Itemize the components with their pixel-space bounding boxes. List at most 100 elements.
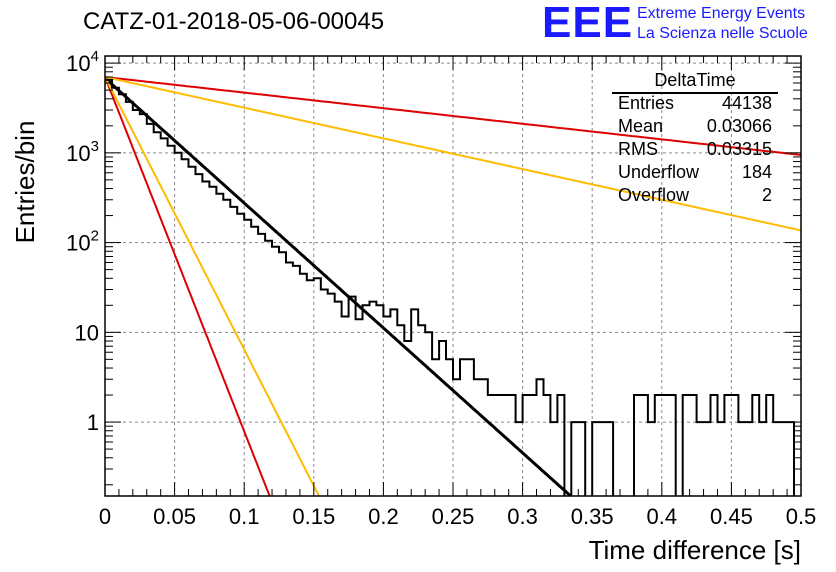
histogram-bin bbox=[418, 325, 425, 496]
histogram-bin bbox=[432, 359, 439, 496]
x-tick-label: 0.45 bbox=[710, 504, 753, 529]
fit-curve-2 bbox=[105, 76, 320, 496]
histogram-bin bbox=[404, 341, 411, 496]
stats-divider bbox=[612, 92, 778, 94]
stats-value: 184 bbox=[741, 162, 772, 182]
fit-curve-4 bbox=[105, 76, 801, 232]
eee-logo-mark: EEE bbox=[542, 0, 634, 47]
histogram-bin bbox=[780, 422, 787, 496]
stats-value: 0.03066 bbox=[706, 116, 772, 136]
histogram-bin bbox=[195, 174, 202, 496]
histogram-bin bbox=[571, 422, 578, 496]
histogram-bin bbox=[543, 395, 550, 496]
eee-logo-subtitle: La Scienza nelle Scuole bbox=[637, 25, 808, 42]
x-tick-label: 0.3 bbox=[507, 504, 538, 529]
histogram-bin bbox=[258, 234, 265, 496]
histogram-bin bbox=[578, 422, 585, 496]
fit-curve-1 bbox=[105, 76, 271, 496]
fit-curve-0 bbox=[105, 77, 572, 496]
x-tick-label: 0.4 bbox=[647, 504, 678, 529]
histogram-bin bbox=[655, 395, 662, 496]
eee-logo: EEE Extreme Energy Events La Scienza nel… bbox=[540, 0, 836, 48]
histogram-bin bbox=[383, 317, 390, 496]
histogram-bin bbox=[314, 278, 321, 496]
histogram-bin bbox=[481, 379, 488, 496]
stats-key: RMS bbox=[618, 139, 658, 159]
histogram-bin bbox=[230, 207, 237, 496]
histogram-bin bbox=[182, 159, 189, 496]
histogram-bin bbox=[683, 395, 690, 496]
histogram-bin bbox=[731, 395, 738, 496]
stats-key: Entries bbox=[618, 93, 675, 113]
histogram-bin bbox=[787, 422, 794, 496]
stats-value: 44138 bbox=[721, 93, 772, 113]
histogram-bin bbox=[724, 395, 731, 496]
stats-key: Underflow bbox=[618, 162, 700, 182]
stats-title: DeltaTime bbox=[654, 70, 736, 90]
histogram-bin bbox=[209, 187, 216, 496]
histogram-bin bbox=[279, 252, 286, 496]
y-tick-label: 104 bbox=[66, 48, 99, 76]
histogram-bin bbox=[425, 332, 432, 496]
x-tick-label: 0 bbox=[99, 504, 111, 529]
stats-row-rms: RMS 0.03315 bbox=[618, 139, 772, 162]
histogram-bin bbox=[488, 395, 495, 496]
histogram-bin bbox=[293, 266, 300, 496]
x-tick-label: 0.2 bbox=[368, 504, 399, 529]
histogram-bin bbox=[495, 395, 502, 496]
y-tick-label: 1 bbox=[87, 410, 99, 435]
histogram-bin bbox=[335, 302, 342, 496]
histogram-bin bbox=[641, 395, 648, 496]
stats-key: Mean bbox=[618, 116, 664, 136]
histogram-bin bbox=[140, 114, 147, 496]
histogram-bin bbox=[286, 262, 293, 496]
histogram-bin bbox=[189, 167, 196, 496]
fit-curves bbox=[105, 76, 801, 496]
y-axis-label: Entries/bin bbox=[10, 121, 40, 244]
histogram-bin bbox=[516, 422, 523, 496]
histogram-bin bbox=[717, 422, 724, 496]
stats-box: DeltaTime Entries 44138 Mean 0.03066 RMS… bbox=[612, 70, 778, 210]
histogram-bin bbox=[321, 290, 328, 496]
histogram-bin bbox=[502, 395, 509, 496]
histogram-bin bbox=[599, 422, 606, 496]
histogram-bin bbox=[648, 422, 655, 496]
histogram-bin bbox=[237, 214, 244, 496]
axis-ticks bbox=[104, 56, 802, 496]
histogram-bin bbox=[168, 146, 175, 496]
histogram-bin bbox=[557, 395, 564, 496]
histogram-bin bbox=[265, 241, 272, 496]
histogram-bin bbox=[376, 305, 383, 496]
histogram-bin bbox=[690, 395, 697, 496]
histogram-bin bbox=[752, 395, 759, 496]
x-tick-label: 0.25 bbox=[432, 504, 475, 529]
histogram-bin bbox=[766, 395, 773, 496]
y-tick-label: 103 bbox=[66, 138, 99, 166]
histogram-bin bbox=[133, 110, 140, 496]
histogram-bin bbox=[530, 395, 537, 496]
x-tick-label: 0.05 bbox=[153, 504, 196, 529]
histogram-bin bbox=[105, 80, 112, 496]
x-axis-label: Time difference [s] bbox=[589, 535, 801, 565]
histogram-bin bbox=[397, 325, 404, 496]
histogram-bin bbox=[669, 395, 676, 496]
histogram-bin bbox=[446, 359, 453, 496]
histogram-bin bbox=[272, 247, 279, 496]
histogram-bin bbox=[349, 297, 356, 496]
x-tick-label: 0.15 bbox=[292, 504, 335, 529]
histogram bbox=[105, 78, 795, 496]
fit-curve-3 bbox=[105, 76, 801, 156]
histogram-bin bbox=[606, 422, 613, 496]
histogram-bin bbox=[307, 280, 314, 496]
x-tick-label: 0.35 bbox=[571, 504, 614, 529]
histogram-bin bbox=[126, 102, 133, 496]
histogram-bin bbox=[328, 294, 335, 496]
stats-value: 0.03315 bbox=[706, 139, 772, 159]
histogram-bin bbox=[112, 88, 119, 496]
eee-logo-title: Extreme Energy Events bbox=[637, 5, 806, 22]
histogram-bin bbox=[738, 422, 745, 496]
histogram-bin bbox=[154, 132, 161, 496]
stats-key: Overflow bbox=[618, 185, 690, 205]
stats-value: 2 bbox=[761, 185, 772, 205]
